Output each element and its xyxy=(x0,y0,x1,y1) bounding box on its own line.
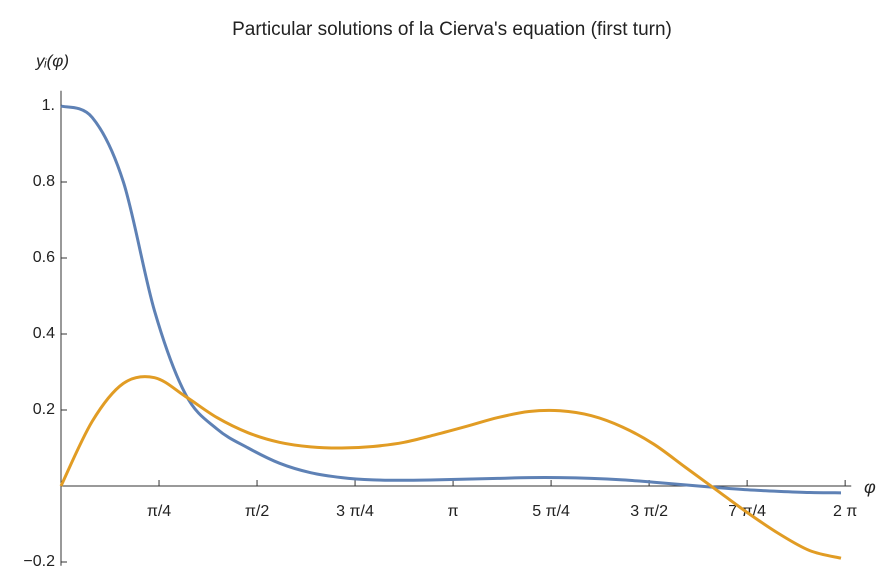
x-tick-label: 5 π/4 xyxy=(532,503,570,520)
x-tick-label: π/2 xyxy=(245,503,269,520)
y-axis-label: yᵢ(φ) xyxy=(35,51,69,70)
y-tick-label: 0.6 xyxy=(33,249,55,266)
series-line xyxy=(60,104,842,495)
x-tick-label: π xyxy=(448,503,459,520)
x-axis-label: φ xyxy=(864,477,876,497)
y-tick-label: 1. xyxy=(42,97,55,114)
series-line xyxy=(59,375,842,560)
x-tick-label: 3 π/4 xyxy=(336,503,374,520)
y-tick-label: 0.2 xyxy=(33,401,55,418)
y-tick-label: 0.4 xyxy=(33,325,55,342)
x-tick-label: 2 π xyxy=(833,503,857,520)
x-tick-label: π/4 xyxy=(147,503,171,520)
y-tick-label: 0.8 xyxy=(33,173,55,190)
chart-title: Particular solutions of la Cierva's equa… xyxy=(232,19,672,40)
y-tick-label: −0.2 xyxy=(23,553,55,570)
x-tick-label: 3 π/2 xyxy=(630,503,668,520)
